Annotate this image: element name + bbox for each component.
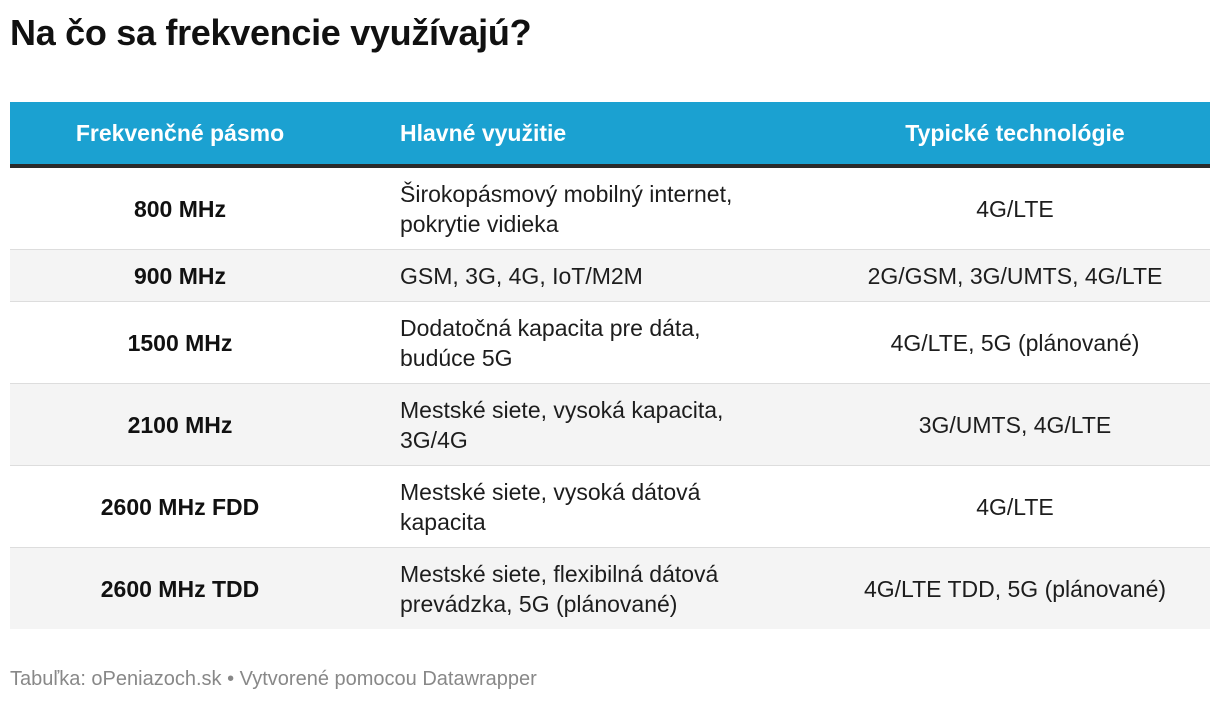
column-header-use: Hlavné využitie (350, 102, 820, 168)
use-line: Dodatočná kapacita pre dáta, (400, 314, 701, 341)
use-line: GSM, 3G, 4G, IoT/M2M (400, 262, 643, 289)
table-body: 800 MHz Širokopásmový mobilný internet, p… (10, 166, 1210, 629)
technology-cell: 4G/LTE (820, 166, 1210, 250)
technology-cell: 4G/LTE TDD, 5G (plánované) (820, 547, 1210, 629)
technology-cell: 2G/GSM, 3G/UMTS, 4G/LTE (820, 249, 1210, 302)
use-cell: Mestské siete, flexibilná dátová prevádzk… (350, 547, 820, 629)
use-cell: Mestské siete, vysoká dátová kapacita (350, 465, 820, 548)
technology-cell: 4G/LTE, 5G (plánované) (820, 301, 1210, 384)
table-row: 2600 MHz FDD Mestské siete, vysoká dátov… (10, 465, 1210, 548)
use-line: Mestské siete, vysoká kapacita, (400, 396, 724, 423)
use-line: pokrytie vidieka (400, 210, 559, 237)
frequency-table: Frekvenčné pásmo Hlavné využitie Typické… (10, 102, 1210, 629)
technology-cell: 4G/LTE (820, 465, 1210, 548)
band-cell: 2100 MHz (10, 383, 350, 466)
use-line: Širokopásmový mobilný internet, (400, 180, 733, 207)
column-header-band: Frekvenčné pásmo (10, 102, 350, 168)
band-cell: 1500 MHz (10, 301, 350, 384)
table-row: 2100 MHz Mestské siete, vysoká kapacita,… (10, 383, 1210, 466)
table-row: 2600 MHz TDD Mestské siete, flexibilná d… (10, 547, 1210, 629)
use-line: prevádzka, 5G (plánované) (400, 590, 678, 617)
band-cell: 2600 MHz FDD (10, 465, 350, 548)
use-line: Mestské siete, flexibilná dátová (400, 560, 719, 587)
use-cell: Dodatočná kapacita pre dáta, budúce 5G (350, 301, 820, 384)
table-row: 800 MHz Širokopásmový mobilný internet, p… (10, 166, 1210, 250)
technology-cell: 3G/UMTS, 4G/LTE (820, 383, 1210, 466)
table-row: 1500 MHz Dodatočná kapacita pre dáta, bud… (10, 301, 1210, 384)
use-cell: Mestské siete, vysoká kapacita, 3G/4G (350, 383, 820, 466)
band-cell: 900 MHz (10, 249, 350, 302)
column-header-technology: Typické technológie (820, 102, 1210, 168)
use-cell: Širokopásmový mobilný internet, pokrytie … (350, 166, 820, 250)
use-line: kapacita (400, 508, 486, 535)
use-line: 3G/4G (400, 426, 468, 453)
band-cell: 2600 MHz TDD (10, 547, 350, 629)
use-line: Mestské siete, vysoká dátová (400, 478, 701, 505)
table-header: Frekvenčné pásmo Hlavné využitie Typické… (10, 102, 1210, 168)
source-footer: Tabuľka: oPeniazoch.sk • Vytvorené pomoc… (10, 668, 537, 690)
table-row: 900 MHz GSM, 3G, 4G, IoT/M2M 2G/GSM, 3G/… (10, 249, 1210, 302)
header-row: Frekvenčné pásmo Hlavné využitie Typické… (10, 102, 1210, 168)
page-title: Na čo sa frekvencie využívajú? (10, 12, 532, 53)
band-cell: 800 MHz (10, 166, 350, 250)
use-cell: GSM, 3G, 4G, IoT/M2M (350, 249, 820, 302)
use-line: budúce 5G (400, 344, 513, 371)
